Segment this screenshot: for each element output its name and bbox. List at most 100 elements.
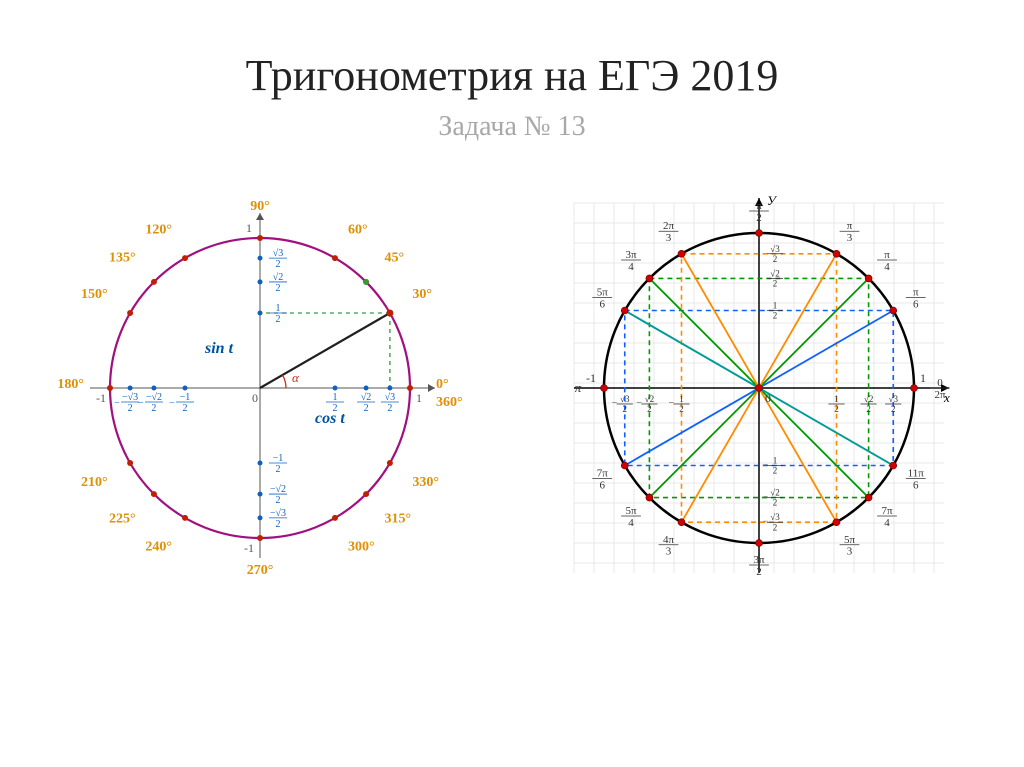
svg-text:3: 3 [666,546,672,558]
svg-text:3π: 3π [753,554,765,566]
svg-text:300°: 300° [348,539,375,554]
svg-text:180°: 180° [57,377,84,392]
svg-text:225°: 225° [109,511,136,526]
svg-text:2: 2 [276,314,281,325]
svg-text:3π: 3π [625,249,637,261]
svg-text:2: 2 [276,495,281,506]
svg-text:2: 2 [756,212,762,224]
svg-text:6: 6 [599,298,605,310]
svg-text:2: 2 [773,522,778,532]
svg-text:0: 0 [252,391,258,405]
svg-text:1: 1 [773,456,778,466]
svg-text:11π: 11π [908,468,925,480]
svg-text:2: 2 [891,404,896,414]
svg-text:2: 2 [773,466,778,476]
svg-text:√3: √3 [385,392,396,403]
svg-text:sin t: sin t [204,340,234,357]
svg-text:√3: √3 [273,248,284,259]
svg-text:√3: √3 [770,244,780,254]
svg-text:-1: -1 [586,371,596,385]
svg-text:1: 1 [276,303,281,314]
svg-text:3: 3 [666,232,672,244]
svg-text:2π: 2π [663,220,675,232]
svg-text:−1: −1 [180,392,191,403]
svg-text:4: 4 [628,261,634,273]
svg-text:2: 2 [623,404,628,414]
svg-text:270°: 270° [247,563,274,578]
left-unit-circle-diagram: α12−12√22−√22√32−√3212−12√22−√22√32−√32−… [50,173,490,618]
svg-text:√3: √3 [889,394,899,404]
svg-text:2: 2 [276,464,281,475]
svg-text:5π: 5π [844,534,856,546]
svg-text:5π: 5π [597,287,609,299]
svg-text:0: 0 [765,391,771,405]
page-title: Тригонометрия на ЕГЭ 2019 [0,0,1024,101]
svg-text:2: 2 [773,311,778,321]
svg-text:6: 6 [599,479,605,491]
svg-text:1: 1 [679,394,684,404]
svg-text:1: 1 [333,392,338,403]
svg-text:0: 0 [937,377,943,389]
svg-text:√3: √3 [620,394,630,404]
svg-text:120°: 120° [145,223,172,238]
svg-text:−: − [169,398,175,409]
svg-text:210°: 210° [81,475,108,490]
svg-text:3: 3 [847,546,853,558]
svg-text:2: 2 [387,403,392,414]
svg-text:45°: 45° [384,251,404,266]
svg-text:π: π [884,249,890,261]
svg-text:−: − [636,398,642,409]
svg-text:−√2: −√2 [146,392,162,403]
svg-text:0°: 0° [436,377,449,392]
svg-text:330°: 330° [412,475,439,490]
svg-text:4: 4 [884,517,890,529]
svg-text:α: α [292,370,300,385]
svg-text:2: 2 [773,278,778,288]
svg-text:√2: √2 [770,488,779,498]
svg-text:360°: 360° [436,395,463,410]
svg-text:6: 6 [913,479,919,491]
svg-text:2: 2 [756,566,762,578]
svg-text:π: π [847,220,853,232]
svg-text:315°: 315° [384,511,411,526]
right-unit-circle-diagram: xУ02ππ6π4π3π22π33π45π6π7π65π44π33π25π37π… [534,173,974,618]
svg-text:2: 2 [773,254,778,264]
svg-text:2: 2 [183,403,188,414]
svg-text:−: − [114,398,120,409]
svg-text:−: − [612,398,618,409]
svg-text:−: − [763,460,768,470]
svg-text:6: 6 [913,298,919,310]
svg-text:60°: 60° [348,223,368,238]
svg-text:У: У [767,193,778,208]
svg-text:2: 2 [151,403,156,414]
svg-text:2: 2 [647,404,652,414]
svg-text:−: − [669,398,675,409]
svg-text:√2: √2 [273,272,284,283]
svg-text:150°: 150° [81,287,108,302]
svg-text:4: 4 [628,517,634,529]
svg-text:2: 2 [276,259,281,270]
svg-text:π: π [913,287,919,299]
svg-text:1: 1 [246,221,252,235]
svg-text:−√3: −√3 [270,508,286,519]
svg-text:π: π [756,200,762,212]
svg-text:30°: 30° [412,287,432,302]
svg-text:2: 2 [866,404,871,414]
page-subtitle: Задача № 13 [0,111,1024,143]
svg-text:2: 2 [773,498,778,508]
svg-text:-1: -1 [244,541,254,555]
svg-text:90°: 90° [250,199,270,214]
svg-text:2: 2 [276,283,281,294]
svg-text:2: 2 [834,404,839,414]
svg-text:1: 1 [416,391,422,405]
svg-text:√2: √2 [770,268,779,278]
svg-text:5π: 5π [625,505,637,517]
svg-text:√2: √2 [864,394,873,404]
svg-text:7π: 7π [881,505,893,517]
svg-text:4: 4 [884,261,890,273]
svg-text:√2: √2 [645,394,654,404]
svg-text:√3: √3 [770,512,780,522]
svg-text:2: 2 [364,403,369,414]
svg-text:4π: 4π [663,534,675,546]
svg-text:√2: √2 [361,392,372,403]
